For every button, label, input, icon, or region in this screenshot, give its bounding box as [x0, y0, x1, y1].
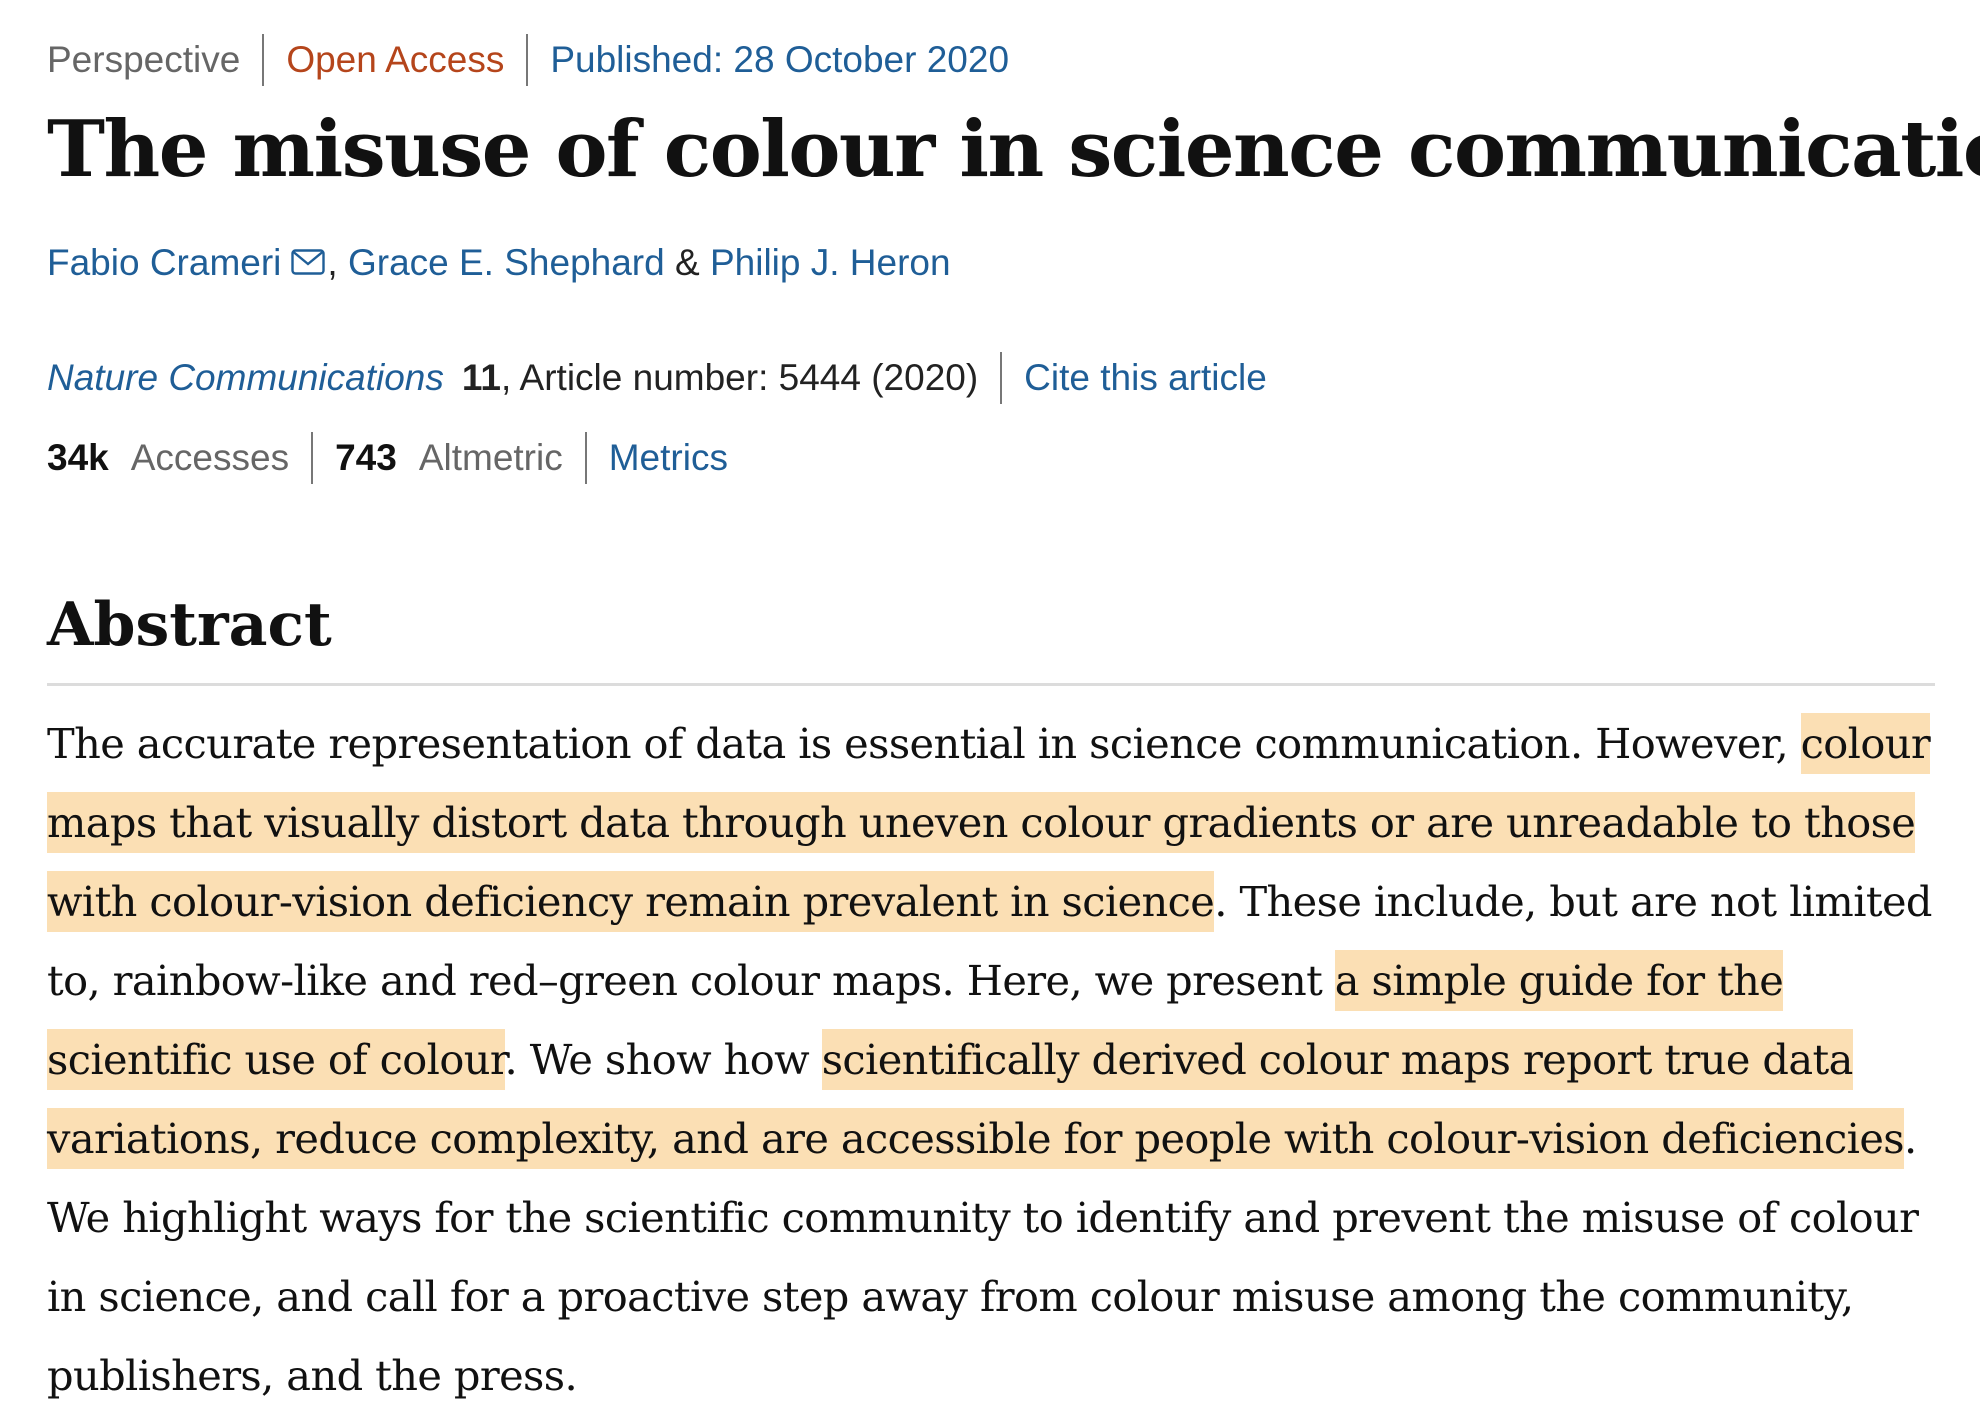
article-meta: Perspective Open Access Published: 28 Oc…	[47, 30, 1009, 90]
article-title: The misuse of colour in science communic…	[47, 104, 1980, 195]
abstract-text-segment: in science, and call for a proactive ste…	[47, 1272, 1854, 1321]
highlighted-text: variations, reduce complexity, and are a…	[47, 1108, 1905, 1169]
highlighted-text: scientifically derived colour maps repor…	[821, 1029, 1853, 1090]
altmetric-label: Altmetric	[418, 437, 563, 478]
abstract-line: maps that visually distort data through …	[47, 783, 1947, 862]
divider	[584, 432, 587, 484]
divider	[526, 34, 529, 86]
accesses-count: 34k	[47, 437, 109, 478]
abstract-text-segment: to, rainbow-like and red–green colour ma…	[47, 956, 1335, 1005]
citation-line: Nature Communications 11 , Article numbe…	[47, 352, 1267, 404]
abstract-heading: Abstract	[47, 590, 332, 660]
highlighted-text: a simple guide for the	[1334, 950, 1784, 1011]
author-link-3[interactable]: Philip J. Heron	[709, 242, 951, 283]
article-number: , Article number: 5444 (2020)	[501, 357, 979, 398]
metrics-bar: 34k Accesses 743 Altmetric Metrics	[47, 432, 728, 484]
accesses-label: Accesses	[130, 437, 290, 478]
author-list: Fabio Crameri , Grace E. Shephard & Phil…	[47, 242, 951, 284]
published-date: Published: 28 October 2020	[550, 39, 1010, 80]
abstract-text-segment: . We show how	[504, 1035, 822, 1084]
abstract-text-segment: The accurate representation of data is e…	[47, 719, 1801, 768]
abstract-line: The accurate representation of data is e…	[47, 704, 1947, 783]
abstract-line: We highlight ways for the scientific com…	[47, 1178, 1947, 1257]
altmetric-score: 743	[335, 437, 397, 478]
author-link-1[interactable]: Fabio Crameri	[47, 242, 282, 283]
abstract-line: to, rainbow-like and red–green colour ma…	[47, 941, 1947, 1020]
section-rule	[47, 683, 1935, 686]
abstract-line: variations, reduce complexity, and are a…	[47, 1099, 1947, 1178]
abstract-text-segment: . These include, but are not limited	[1214, 877, 1932, 926]
highlighted-text: colour	[1800, 713, 1931, 774]
abstract-text-segment: publishers, and the press.	[47, 1351, 578, 1400]
metrics-link[interactable]: Metrics	[608, 437, 728, 478]
author-link-2[interactable]: Grace E. Shephard	[347, 242, 665, 283]
abstract-line: scientific use of colour. We show how sc…	[47, 1020, 1947, 1099]
author-separator: ,	[327, 242, 338, 283]
cite-this-article-link[interactable]: Cite this article	[1024, 357, 1267, 398]
abstract-text: The accurate representation of data is e…	[47, 704, 1947, 1415]
volume-number: 11	[461, 357, 502, 398]
abstract-line: with colour-vision deficiency remain pre…	[47, 862, 1947, 941]
author-separator: &	[675, 242, 700, 283]
highlighted-text: with colour-vision deficiency remain pre…	[47, 871, 1215, 932]
highlighted-text: maps that visually distort data through …	[47, 792, 1916, 853]
abstract-text-segment: We highlight ways for the scientific com…	[47, 1193, 1919, 1242]
abstract-text-segment: .	[1903, 1114, 1917, 1163]
highlighted-text: scientific use of colour	[47, 1029, 505, 1090]
open-access-label: Open Access	[286, 39, 505, 80]
divider	[311, 432, 314, 484]
article-type: Perspective	[47, 39, 241, 80]
divider	[1000, 352, 1003, 404]
email-icon[interactable]	[291, 242, 326, 284]
abstract-line: in science, and call for a proactive ste…	[47, 1257, 1947, 1336]
abstract-line: publishers, and the press.	[47, 1336, 1947, 1415]
journal-name[interactable]: Nature Communications	[47, 357, 444, 398]
divider	[262, 34, 265, 86]
